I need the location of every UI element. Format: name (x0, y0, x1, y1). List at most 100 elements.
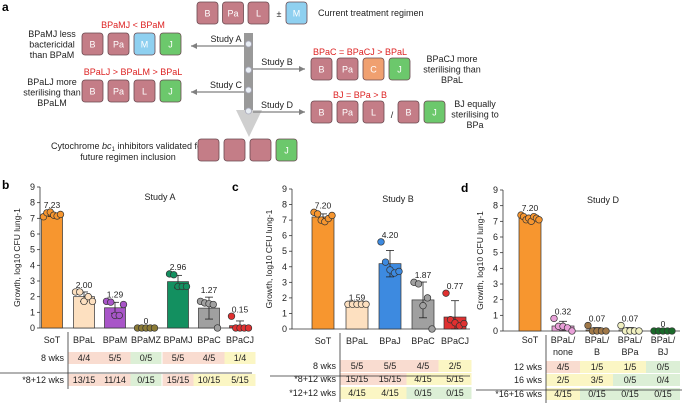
drug-box-label: Pa (227, 9, 238, 19)
drug-box-label: L (142, 87, 147, 97)
study-b-comparison: BPaC = BPaCJ > BPaL (313, 47, 407, 57)
category-label: BPaMJ (163, 335, 192, 345)
drug-box-b (81, 79, 104, 103)
table-cell: 0/4 (657, 375, 670, 385)
table-row-label: 8 wks (41, 353, 65, 363)
y-tick-label: 6 (30, 229, 35, 239)
table-cell-bg (373, 387, 407, 399)
value-label: 7.20 (522, 203, 539, 213)
drug-box-blank (249, 138, 272, 162)
drug-box-m (133, 32, 156, 56)
category-label: BPaL/ (651, 335, 676, 345)
table-cell: 4/5 (417, 361, 430, 371)
table-cell: 0/15 (588, 389, 606, 399)
table-cell-bg (406, 387, 440, 399)
timeline-node (245, 40, 252, 48)
y-tick-label: 9 (282, 184, 287, 194)
conclusion-text_pre: Cytochrome (51, 141, 102, 151)
drug-box-label: L (371, 108, 376, 118)
table-cell-bg (646, 361, 680, 373)
y-tick-label: 9 (493, 185, 498, 195)
drug-box-pa (336, 57, 359, 81)
table-cell: 0/15 (446, 388, 464, 398)
value-label: 2.00 (76, 280, 93, 290)
table-cell-bg (646, 388, 680, 400)
value-label: 0 (144, 316, 149, 326)
table-cell: 1/5 (624, 362, 637, 372)
table-cell: 15/15 (379, 374, 402, 384)
table-cell-bg (613, 388, 647, 400)
table-cell: 2/5 (557, 375, 570, 385)
drug-box-label: Pa (342, 65, 353, 75)
y-tick-label: 5 (30, 245, 35, 255)
table-cell-bg (99, 352, 131, 364)
data-point (182, 282, 191, 291)
drug-box-j (159, 79, 182, 103)
data-point (88, 297, 97, 306)
data-point (76, 288, 84, 296)
table-cell: 0/5 (657, 362, 670, 372)
data-point (150, 324, 159, 332)
value-label: 0.07 (622, 314, 639, 324)
table-cell-bg (99, 374, 131, 386)
data-point (442, 289, 450, 297)
y-tick-label: 7 (282, 215, 287, 225)
data-point (107, 298, 115, 306)
y-tick-label: 3 (493, 279, 498, 289)
category-label: BPaL (73, 335, 95, 345)
table-cell: 10/15 (198, 375, 221, 385)
category-label: SoT (315, 336, 332, 346)
y-tick-label: 0 (282, 324, 287, 334)
study-b-arrow-head (299, 66, 305, 72)
table-cell-bg (580, 388, 614, 400)
table-cell-bg (613, 361, 647, 373)
table-row-label: *16+16 wks (495, 389, 542, 399)
value-label: 0.32 (555, 306, 572, 316)
category-label: BPa (621, 347, 638, 357)
y-tick-label: 3 (30, 276, 35, 286)
bar-0 (311, 216, 335, 330)
table-cell-bg (438, 387, 472, 399)
plusminus-sign: ± (277, 9, 282, 19)
y-tick-label: 7 (493, 216, 498, 226)
study-c-note: BPaLJ more (27, 77, 77, 87)
data-point (213, 324, 222, 332)
drug-box-label: J (284, 146, 289, 156)
table-cell: 15/15 (167, 375, 190, 385)
category-label: BPaL/ (618, 335, 643, 345)
conclusion-text: Cytochrome bc1 inhibitors validated for (51, 141, 205, 153)
timeline-node (245, 66, 252, 74)
data-point (568, 327, 576, 335)
table-cell: 0/15 (137, 375, 155, 385)
drug-box-label: M (141, 40, 149, 50)
data-point (170, 271, 178, 279)
table-cell: 0/5 (140, 353, 153, 363)
y-tick-label: 5 (282, 246, 287, 256)
study-a-label: Study A (210, 34, 241, 44)
y-tick-label: 6 (282, 231, 287, 241)
y-tick-label: 4 (282, 262, 287, 272)
value-label: 0 (661, 319, 666, 329)
y-tick-label: 5 (493, 248, 498, 258)
table-cell-bg (130, 374, 162, 386)
table-cell: 5/5 (109, 353, 122, 363)
study-d-arrow-head (299, 109, 305, 115)
bar-0 (41, 214, 63, 329)
drug-box-label: B (89, 87, 95, 97)
table-row-label: *12+12 wks (289, 388, 336, 398)
table-cell-bg (193, 352, 225, 364)
table-cell-bg (580, 361, 614, 373)
study-b-label: Study B (261, 57, 293, 67)
study-a-note: than BPaM (30, 50, 75, 60)
value-label: 2.96 (170, 262, 187, 272)
study-b-note: BPaCJ more (426, 54, 477, 64)
table-cell: 5/5 (384, 361, 397, 371)
data-point (115, 311, 123, 320)
data-point (617, 321, 625, 330)
drug-box-blank (223, 138, 246, 162)
table-cell: 13/15 (73, 375, 96, 385)
table-cell-bg (546, 388, 580, 400)
conclusion-text_italic: bc (102, 141, 112, 151)
drug-box-blank (197, 138, 220, 162)
table-cell-bg (340, 387, 374, 399)
